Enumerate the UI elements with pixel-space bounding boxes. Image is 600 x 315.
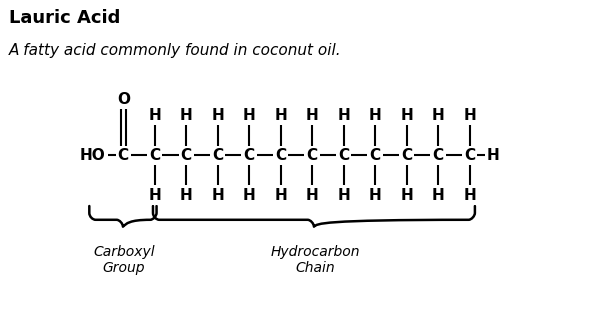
Text: C: C [370,148,380,163]
Text: H: H [243,108,256,123]
Text: HO: HO [80,148,106,163]
Text: C: C [307,148,318,163]
Text: H: H [431,187,445,203]
Text: H: H [487,148,500,163]
Text: A fatty acid commonly found in coconut oil.: A fatty acid commonly found in coconut o… [9,43,341,58]
Text: C: C [433,148,443,163]
Text: H: H [148,108,161,123]
Text: H: H [180,187,193,203]
Text: H: H [306,108,319,123]
Text: C: C [181,148,192,163]
Text: C: C [401,148,412,163]
Text: C: C [275,148,286,163]
Text: C: C [244,148,255,163]
Text: H: H [243,187,256,203]
Text: Lauric Acid: Lauric Acid [9,9,121,27]
Text: H: H [211,108,224,123]
Text: H: H [211,187,224,203]
Text: H: H [306,187,319,203]
Text: H: H [369,108,382,123]
Text: H: H [148,187,161,203]
Text: O: O [117,92,130,107]
Text: H: H [400,187,413,203]
Text: H: H [369,187,382,203]
Text: H: H [337,187,350,203]
Text: H: H [400,108,413,123]
Text: C: C [464,148,475,163]
Text: C: C [149,148,160,163]
Text: H: H [337,108,350,123]
Text: Carboxyl
Group: Carboxyl Group [93,245,155,275]
Text: H: H [463,187,476,203]
Text: C: C [118,148,129,163]
Text: C: C [212,148,223,163]
Text: H: H [463,108,476,123]
Text: H: H [274,108,287,123]
Text: H: H [431,108,445,123]
Text: C: C [338,148,349,163]
Text: H: H [180,108,193,123]
Text: H: H [274,187,287,203]
Text: Hydrocarbon
Chain: Hydrocarbon Chain [271,245,361,275]
